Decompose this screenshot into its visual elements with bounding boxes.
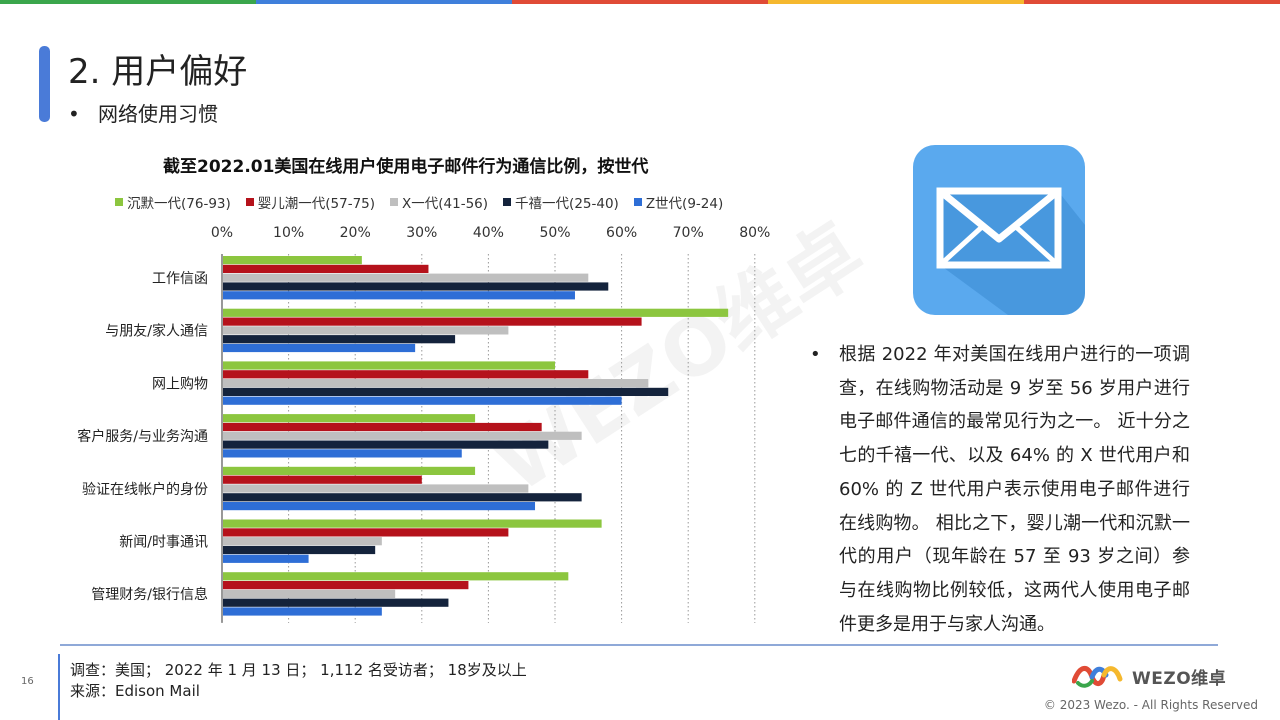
bar xyxy=(223,379,649,388)
legend-swatch xyxy=(245,198,254,206)
bar xyxy=(223,396,622,405)
bar xyxy=(223,572,569,581)
top-color-bar xyxy=(0,0,1280,4)
bar xyxy=(223,361,555,370)
legend-swatch xyxy=(503,198,512,206)
top-bar-segment xyxy=(1024,0,1280,4)
legend-item: 婴儿潮一代(57-75) xyxy=(245,192,376,212)
chart-legend: 沉默一代(76-93) 婴儿潮一代(57-75) X一代(41-56) 千禧一代… xyxy=(115,192,738,212)
x-tick-label: 10% xyxy=(273,225,304,241)
wezo-logo-icon xyxy=(1072,666,1123,688)
y-category-label: 管理财务/银行信息 xyxy=(91,586,208,603)
bar xyxy=(223,502,536,511)
source-note: 来源：Edison Mail xyxy=(70,682,200,700)
bar-chart: 0% 10% 20% 30% 40% 50% 60% 70% 80% 工作信函与朋友/家人通信网上… xyxy=(77,225,770,623)
legend-item: 千禧一代(25-40) xyxy=(503,192,619,212)
bullet-dot: • xyxy=(810,344,821,365)
bar xyxy=(223,343,416,353)
legend-label: 沉默一代(76-93) xyxy=(127,196,231,212)
x-tick-label: 0% xyxy=(211,225,233,241)
legend-swatch xyxy=(390,198,399,206)
bar xyxy=(223,598,449,607)
x-tick-label: 60% xyxy=(606,225,637,241)
top-bar-segment xyxy=(0,0,256,4)
bar xyxy=(223,607,382,616)
survey-note: 调查：美国； 2022 年 1 月 13 日； 1,112 名受访者； 18岁及… xyxy=(70,661,527,679)
top-bar-segment xyxy=(768,0,1024,4)
bar xyxy=(223,537,382,546)
bar xyxy=(223,422,542,432)
bar xyxy=(223,528,509,537)
description-text: 根据 2022 年对美国在线用户进行的一项调查，在线购物活动是 9 岁至 56 … xyxy=(839,344,1190,635)
legend-swatch xyxy=(633,198,642,206)
y-category-label: 与朋友/家人通信 xyxy=(105,323,208,340)
bar xyxy=(223,282,609,291)
x-tick-label: 40% xyxy=(473,225,504,241)
legend-item: X一代(41-56) xyxy=(390,192,488,212)
brand-name: WEZO维卓 xyxy=(1132,668,1227,689)
x-tick-label: 80% xyxy=(739,225,770,241)
bar xyxy=(223,317,642,326)
bar xyxy=(223,466,476,475)
bar xyxy=(223,291,575,300)
envelope-icon xyxy=(936,187,1085,315)
y-category-label: 验证在线帐户的身份 xyxy=(82,481,208,498)
section-subtitle-text: 网络使用习惯 xyxy=(98,102,218,126)
footer-accent-line xyxy=(58,654,60,720)
bar xyxy=(223,545,376,555)
bar xyxy=(223,484,529,493)
bar xyxy=(223,519,602,528)
x-tick-label: 30% xyxy=(406,225,437,241)
bar xyxy=(223,449,462,458)
mail-icon xyxy=(913,145,1085,315)
legend-label: 千禧一代(25-40) xyxy=(515,196,619,212)
bar xyxy=(223,581,469,590)
y-category-label: 客户服务/与业务沟通 xyxy=(77,428,208,445)
bar xyxy=(223,370,589,379)
copyright-text: © 2023 Wezo. - All Rights Reserved xyxy=(1043,698,1258,712)
bar xyxy=(223,440,549,449)
footer-divider xyxy=(60,644,1218,646)
chart-title: 截至2022.01美国在线用户使用电子邮件行为通信比例，按世代 xyxy=(163,157,649,177)
bar xyxy=(223,554,309,563)
y-category-label: 网上购物 xyxy=(152,376,208,392)
page-title: 2. 用户偏好 xyxy=(68,52,248,92)
legend-label: 婴儿潮一代(57-75) xyxy=(257,196,376,212)
title-accent-bar xyxy=(39,46,50,122)
legend-item: 沉默一代(76-93) xyxy=(115,192,231,212)
x-tick-label: 50% xyxy=(539,225,570,241)
x-tick-label: 70% xyxy=(673,225,704,241)
page-number: 16 xyxy=(21,676,34,687)
bar xyxy=(223,475,422,484)
bar xyxy=(223,589,396,598)
legend-label: Z世代(9-24) xyxy=(645,196,724,212)
y-category-label: 新闻/时事通讯 xyxy=(119,535,208,551)
section-subtitle: • 网络使用习惯 xyxy=(68,98,218,127)
brand-logo: WEZO维卓 xyxy=(1072,663,1226,689)
legend-item: Z世代(9-24) xyxy=(633,192,724,212)
bar xyxy=(223,326,509,335)
bar xyxy=(223,256,362,265)
bar xyxy=(223,308,729,317)
bullet-dot: • xyxy=(68,102,80,126)
x-tick-label: 20% xyxy=(340,225,371,241)
description-paragraph: • 根据 2022 年对美国在线用户进行的一项调查，在线购物活动是 9 岁至 5… xyxy=(810,338,1190,641)
bar xyxy=(223,431,582,440)
top-bar-segment xyxy=(512,0,768,4)
y-category-label: 工作信函 xyxy=(152,271,208,287)
bar xyxy=(223,493,582,502)
footer-notes: 调查：美国； 2022 年 1 月 13 日； 1,112 名受访者； 18岁及… xyxy=(70,660,527,702)
top-bar-segment xyxy=(256,0,512,4)
bar xyxy=(223,335,456,344)
legend-swatch xyxy=(115,198,123,206)
bar xyxy=(223,414,476,423)
bar xyxy=(223,387,669,396)
bar xyxy=(223,273,589,282)
legend-label: X一代(41-56) xyxy=(402,196,489,212)
bar xyxy=(223,264,429,273)
